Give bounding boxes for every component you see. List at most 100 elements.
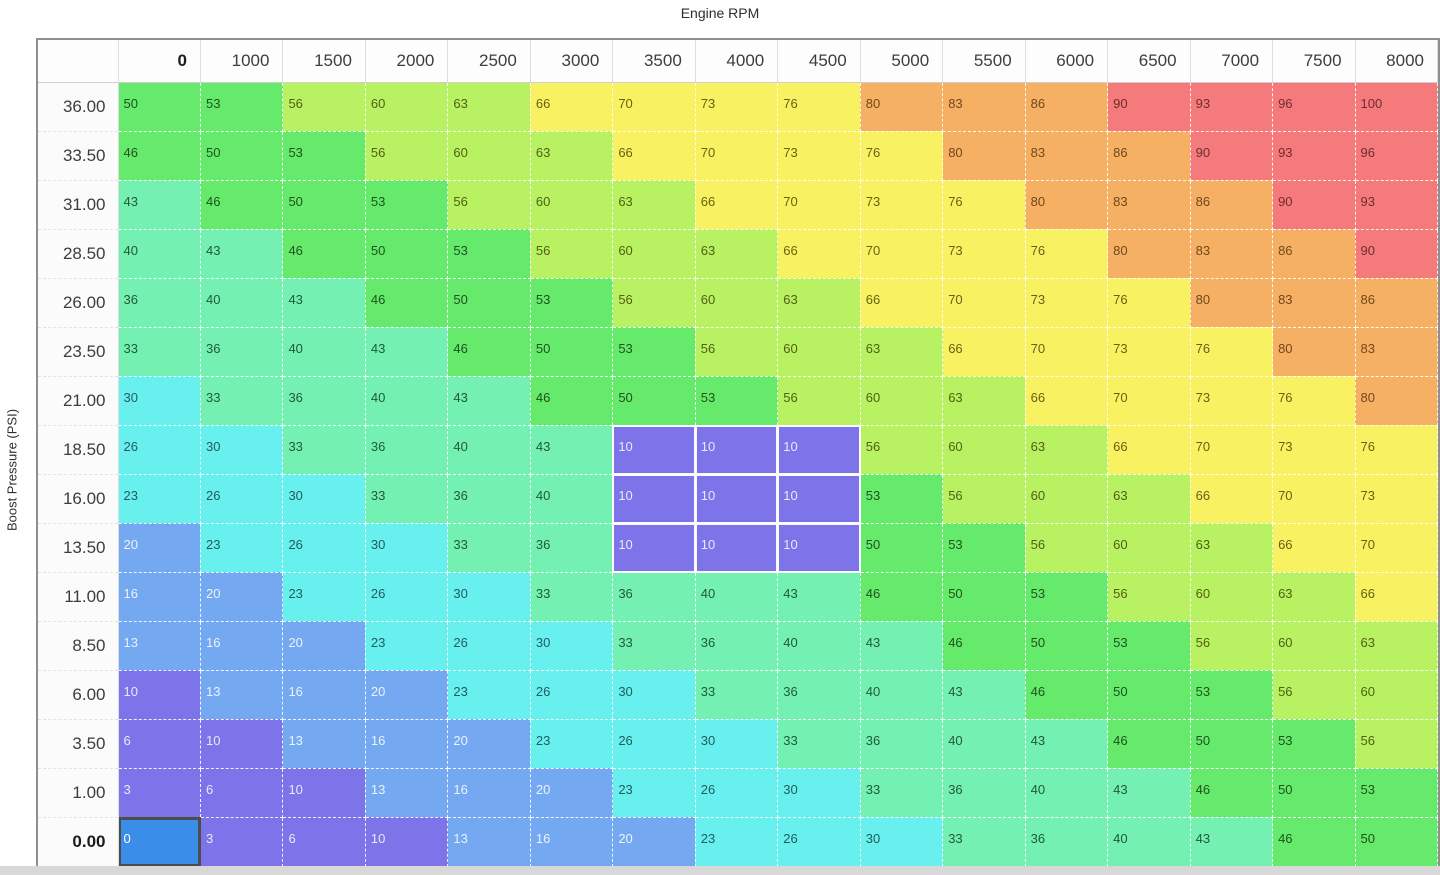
table-cell[interactable]: 20 — [282, 620, 366, 671]
table-cell[interactable]: 86 — [1354, 277, 1439, 328]
col-header-3000[interactable]: 3000 — [530, 40, 614, 83]
table-cell[interactable]: 36 — [777, 669, 861, 720]
table-cell[interactable]: 80 — [1024, 179, 1109, 230]
table-cell[interactable]: 6 — [282, 816, 366, 867]
table-cell[interactable]: 16 — [529, 816, 614, 867]
table-cell[interactable]: 86 — [1272, 228, 1356, 279]
table-cell[interactable]: 33 — [612, 620, 696, 671]
table-cell[interactable]: 73 — [859, 179, 944, 230]
table-cell[interactable]: 30 — [199, 424, 284, 475]
table-cell[interactable]: 36 — [364, 424, 449, 475]
table-cell[interactable]: 80 — [942, 130, 1026, 181]
table-cell[interactable]: 23 — [199, 522, 284, 573]
table-cell[interactable]: 36 — [1024, 816, 1109, 867]
table-cell[interactable]: 90 — [1354, 228, 1439, 279]
table-cell[interactable]: 70 — [1272, 473, 1356, 524]
table-cell[interactable]: 16 — [199, 620, 284, 671]
row-header-18.50[interactable]: 18.50 — [38, 425, 119, 475]
table-cell[interactable]: 33 — [777, 718, 861, 769]
table-cell[interactable]: 16 — [447, 767, 531, 818]
table-cell[interactable]: 16 — [282, 669, 366, 720]
table-cell[interactable]: 66 — [1189, 473, 1274, 524]
table-cell[interactable]: 60 — [447, 130, 531, 181]
table-cell[interactable]: 50 — [1354, 816, 1439, 867]
table-cell[interactable]: 46 — [1189, 767, 1274, 818]
table-cell[interactable]: 56 — [1024, 522, 1109, 573]
row-header-28.50[interactable]: 28.50 — [38, 229, 119, 279]
table-cell[interactable]: 53 — [694, 375, 779, 426]
row-header-6.00[interactable]: 6.00 — [38, 670, 119, 720]
table-cell[interactable]: 83 — [1354, 326, 1439, 377]
table-cell[interactable]: 10 — [694, 522, 779, 573]
table-cell[interactable]: 40 — [1107, 816, 1191, 867]
table-cell[interactable]: 70 — [612, 81, 696, 132]
table-cell[interactable]: 46 — [447, 326, 531, 377]
table-cell[interactable]: 86 — [1189, 179, 1274, 230]
table-cell[interactable]: 46 — [529, 375, 614, 426]
table-cell[interactable]: 76 — [1107, 277, 1191, 328]
table-cell[interactable]: 60 — [777, 326, 861, 377]
table-cell[interactable]: 93 — [1272, 130, 1356, 181]
table-cell[interactable]: 66 — [859, 277, 944, 328]
table-cell[interactable]: 50 — [612, 375, 696, 426]
table-cell[interactable]: 53 — [942, 522, 1026, 573]
row-header-36.00[interactable]: 36.00 — [38, 82, 119, 132]
table-cell[interactable]: 60 — [859, 375, 944, 426]
table-cell[interactable]: 56 — [1107, 571, 1191, 622]
table-cell[interactable]: 53 — [1354, 767, 1439, 818]
table-cell[interactable]: 10 — [364, 816, 449, 867]
table-cell[interactable]: 3 — [117, 767, 201, 818]
table-cell[interactable]: 86 — [1024, 81, 1109, 132]
table-cell[interactable]: 73 — [1272, 424, 1356, 475]
table-cell[interactable]: 70 — [859, 228, 944, 279]
row-header-26.00[interactable]: 26.00 — [38, 278, 119, 328]
table-cell[interactable]: 56 — [694, 326, 779, 377]
table-cell[interactable]: 80 — [1189, 277, 1274, 328]
table-cell[interactable]: 43 — [282, 277, 366, 328]
table-cell[interactable]: 26 — [199, 473, 284, 524]
table-cell[interactable]: 13 — [364, 767, 449, 818]
table-cell[interactable]: 50 — [364, 228, 449, 279]
table-cell[interactable]: 26 — [447, 620, 531, 671]
table-cell[interactable]: 53 — [1189, 669, 1274, 720]
table-cell[interactable]: 30 — [117, 375, 201, 426]
table-cell[interactable]: 76 — [942, 179, 1026, 230]
row-header-13.50[interactable]: 13.50 — [38, 523, 119, 573]
col-header-8000[interactable]: 8000 — [1355, 40, 1439, 83]
row-header-33.50[interactable]: 33.50 — [38, 131, 119, 181]
table-cell[interactable]: 33 — [447, 522, 531, 573]
table-cell[interactable]: 36 — [199, 326, 284, 377]
row-header-0.00[interactable]: 0.00 — [38, 817, 119, 867]
table-cell[interactable]: 16 — [117, 571, 201, 622]
table-cell[interactable]: 30 — [694, 718, 779, 769]
table-cell[interactable]: 10 — [282, 767, 366, 818]
table-cell[interactable]: 40 — [529, 473, 614, 524]
table-cell[interactable]: 46 — [1272, 816, 1356, 867]
table-cell[interactable]: 73 — [694, 81, 779, 132]
table-cell[interactable]: 60 — [1189, 571, 1274, 622]
table-cell[interactable]: 20 — [364, 669, 449, 720]
table-cell[interactable]: 50 — [1272, 767, 1356, 818]
table-cell[interactable]: 63 — [942, 375, 1026, 426]
table-cell[interactable]: 43 — [529, 424, 614, 475]
table-cell[interactable]: 56 — [1354, 718, 1439, 769]
table-cell[interactable]: 50 — [282, 179, 366, 230]
col-header-1000[interactable]: 1000 — [200, 40, 284, 83]
table-cell[interactable]: 23 — [612, 767, 696, 818]
table-cell[interactable]: 10 — [777, 424, 861, 475]
table-cell[interactable]: 63 — [529, 130, 614, 181]
table-cell[interactable]: 10 — [694, 473, 779, 524]
table-cell[interactable]: 30 — [859, 816, 944, 867]
table-cell[interactable]: 13 — [199, 669, 284, 720]
table-cell[interactable]: 60 — [1107, 522, 1191, 573]
table-cell[interactable]: 33 — [942, 816, 1026, 867]
table-cell[interactable]: 16 — [364, 718, 449, 769]
table-cell[interactable]: 33 — [199, 375, 284, 426]
table-cell[interactable]: 76 — [1272, 375, 1356, 426]
table-cell[interactable]: 53 — [447, 228, 531, 279]
table-cell[interactable]: 46 — [942, 620, 1026, 671]
table-cell[interactable]: 73 — [1189, 375, 1274, 426]
table-cell[interactable]: 60 — [1024, 473, 1109, 524]
table-cell[interactable]: 43 — [117, 179, 201, 230]
table-cell[interactable]: 70 — [694, 130, 779, 181]
